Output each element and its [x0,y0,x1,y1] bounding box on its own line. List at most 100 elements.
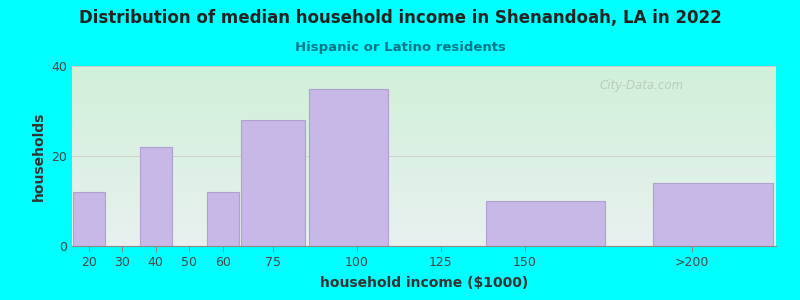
Bar [72,92,776,93]
Bar [72,90,776,91]
Bar [72,77,776,78]
Bar [72,67,776,68]
Bar [72,234,776,235]
Bar [72,132,776,133]
Bar [72,227,776,228]
Bar [72,183,776,184]
Bar [72,189,776,190]
Bar [72,209,776,210]
Bar [654,183,773,246]
Bar [72,133,776,134]
Bar [72,138,776,139]
Bar [72,148,776,149]
Bar [72,97,776,98]
Bar [72,169,776,170]
Bar [72,117,776,118]
X-axis label: household income ($1000): household income ($1000) [320,276,528,290]
Bar [72,145,776,146]
Bar [72,114,776,115]
Bar [72,72,776,73]
Bar [72,228,776,229]
Bar [72,237,776,238]
Bar [72,94,776,95]
Bar [72,146,776,147]
Bar [72,238,776,239]
Bar [72,80,776,81]
Bar [72,82,776,83]
Bar [72,122,776,123]
Bar [72,68,776,69]
Bar [72,174,776,175]
Bar [72,131,776,132]
Bar [72,218,776,219]
Bar [72,111,776,112]
Bar [72,175,776,176]
Bar [242,120,305,246]
Bar [72,211,776,212]
Bar [72,242,776,243]
Bar [72,185,776,186]
Bar [72,197,776,198]
Bar [72,135,776,136]
Bar [72,160,776,161]
Bar [72,217,776,218]
Bar [486,201,606,246]
Bar [72,180,776,181]
Bar [72,69,776,70]
Bar [72,153,776,154]
Bar [72,130,776,131]
Text: City-Data.com: City-Data.com [600,79,684,92]
Bar [72,149,776,150]
Bar [72,123,776,124]
Bar [72,140,776,141]
Bar [72,186,776,187]
Bar [72,93,776,94]
Bar [72,86,776,87]
Bar [72,83,776,84]
Bar [72,141,776,142]
Bar [73,192,105,246]
Bar [72,245,776,246]
Bar [72,137,776,138]
Bar [72,125,776,126]
Bar [72,98,776,99]
Bar [72,91,776,92]
Bar [72,156,776,157]
Bar [72,191,776,192]
Bar [72,109,776,110]
Bar [72,194,776,195]
Bar [72,208,776,209]
Bar [207,192,238,246]
Bar [72,232,776,233]
Bar [72,200,776,201]
Bar [72,182,776,183]
Bar [72,207,776,208]
Bar [72,199,776,200]
Bar [72,106,776,107]
Bar [72,188,776,189]
Bar [72,162,776,163]
Bar [309,88,388,246]
Bar [72,233,776,234]
Bar [72,224,776,225]
Bar [72,178,776,179]
Bar [72,150,776,151]
Bar [72,215,776,216]
Bar [72,95,776,96]
Bar [72,205,776,206]
Bar [72,151,776,152]
Bar [72,236,776,237]
Bar [72,204,776,205]
Bar [72,75,776,76]
Bar [140,147,172,246]
Bar [72,103,776,104]
Bar [72,100,776,101]
Bar [72,229,776,230]
Bar [72,170,776,171]
Bar [72,196,776,197]
Bar [72,128,776,129]
Bar [72,202,776,203]
Bar [72,118,776,119]
Bar [72,192,776,193]
Bar [72,107,776,108]
